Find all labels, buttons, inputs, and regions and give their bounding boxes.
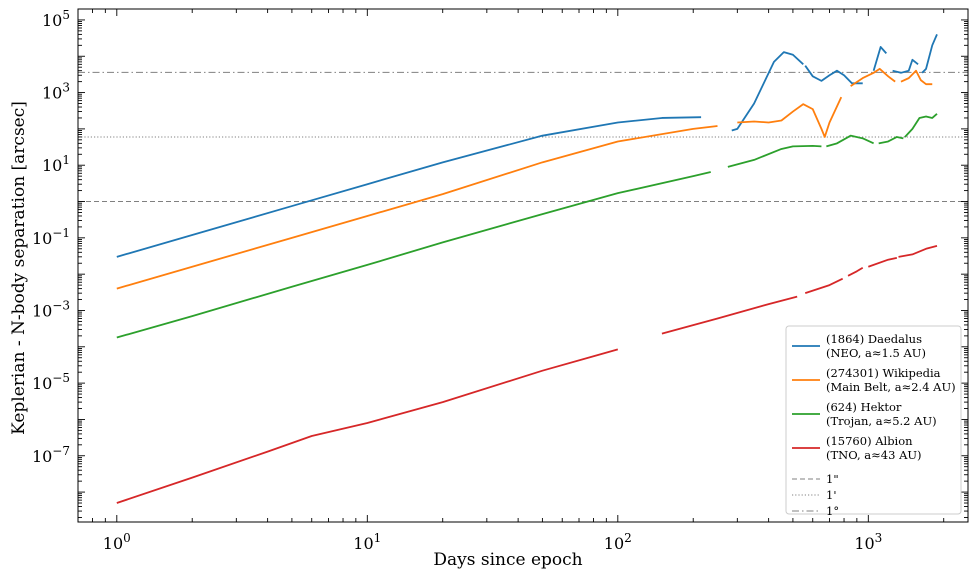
series-2-segment-2	[826, 134, 874, 148]
legend-sublabel-0: (NEO, a≈1.5 AU)	[826, 346, 926, 360]
legend-sublabel-3: (TNO, a≈43 AU)	[826, 448, 922, 462]
legend-sublabel-1: (Main Belt, a≈2.4 AU)	[826, 380, 956, 394]
legend: (1864) Daedalus(NEO, a≈1.5 AU) (274301) W…	[785, 325, 962, 518]
series-2-segment-4	[904, 113, 938, 138]
series-3-segment-1	[661, 295, 798, 335]
legend-label-3: (15760) Albion	[826, 434, 913, 448]
series-0-segment-0	[116, 116, 702, 258]
reference-lines	[78, 71, 968, 203]
series-1-segment-0	[116, 125, 718, 290]
series-3-segment-0	[116, 348, 619, 504]
y-tick-label: 10−3	[32, 298, 70, 320]
y-axis-label: Keplerian - N-body separation [arcsec]	[9, 101, 29, 435]
series-3-segment-5	[898, 245, 938, 258]
series-2-segment-3	[878, 136, 904, 145]
y-tick-label: 10−1	[32, 226, 70, 248]
legend-box	[785, 325, 962, 515]
axes: 100 101 102 103 10−7 10−5 10−3 10−1 101 103 105	[32, 8, 969, 553]
x-tick-label: 101	[353, 531, 381, 553]
series-1-segment-1	[737, 96, 843, 138]
series-lines	[116, 34, 938, 504]
y-tick-label: 101	[42, 153, 70, 175]
series-3-segment-2	[804, 277, 844, 295]
series-0-segment-5	[921, 34, 938, 74]
legend-label-0: (1864) Daedalus	[826, 332, 922, 346]
series-0-segment-3	[872, 46, 887, 71]
x-tick-label: 103	[854, 531, 882, 553]
series-2-segment-1	[727, 145, 822, 168]
y-tick-label: 10−7	[32, 444, 70, 466]
x-axis-label: Days since epoch	[433, 550, 582, 570]
series-2-segment-0	[116, 171, 711, 339]
legend-ref-label-0: 1"	[826, 472, 839, 486]
legend-ref-label-1: 1'	[826, 488, 836, 502]
legend-label-1: (274301) Wikipedia	[826, 366, 941, 380]
series-0-segment-4	[892, 58, 919, 74]
legend-sublabel-2: (Trojan, a≈5.2 AU)	[826, 414, 937, 428]
series-1-segment-3	[900, 69, 933, 86]
series-0-segment-2	[804, 65, 863, 85]
series-0-segment-1	[731, 51, 804, 132]
series-3-segment-4	[868, 257, 898, 268]
legend-ref-label-2: 1°	[826, 504, 839, 518]
legend-label-2: (624) Hektor	[826, 400, 902, 414]
x-tick-label: 100	[103, 531, 131, 553]
x-tick-label: 102	[604, 531, 632, 553]
series-3-segment-3	[847, 266, 864, 277]
y-tick-label: 105	[42, 8, 70, 30]
y-tick-label: 10−5	[32, 371, 70, 393]
plot-frame	[77, 8, 969, 523]
series-1-segment-2	[850, 67, 896, 87]
y-tick-label: 103	[42, 81, 70, 103]
